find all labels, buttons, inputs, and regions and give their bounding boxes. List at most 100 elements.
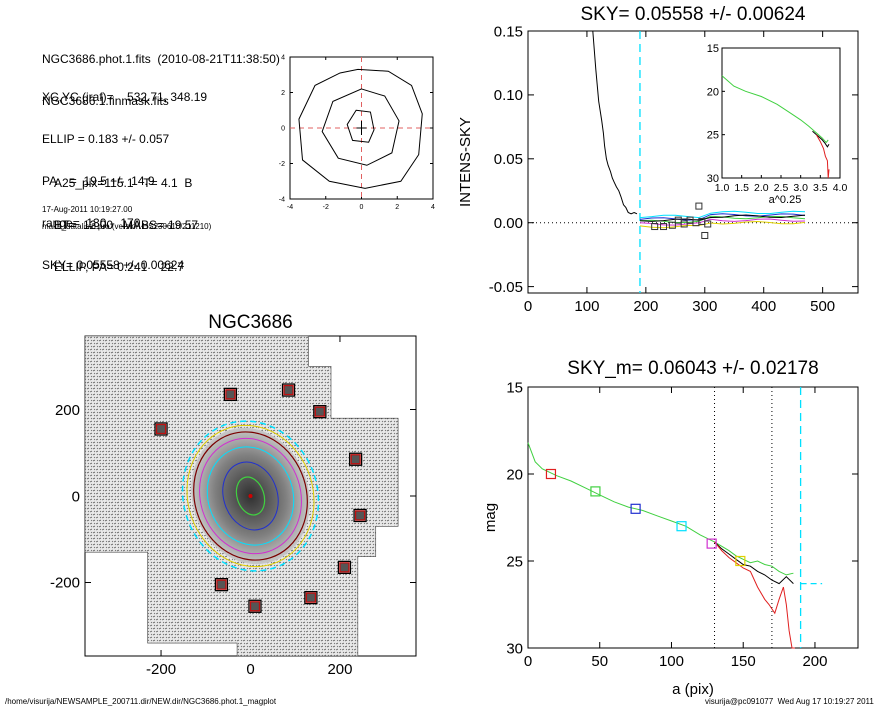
- x-tick-label: 50: [591, 653, 608, 670]
- sky-level-line: [639, 220, 806, 229]
- series-line: [714, 541, 794, 585]
- inset-y-tick-label: 30: [707, 173, 719, 185]
- y-tick-label: -200: [50, 575, 80, 592]
- isophote-ellipse: [206, 446, 295, 546]
- x-tick-label: -4: [287, 204, 293, 211]
- masked-star-inner: [314, 406, 325, 417]
- inset-frame: [721, 47, 841, 179]
- y-tick-label: 0.00: [494, 215, 523, 232]
- x-axis-label: a (pix): [672, 681, 714, 698]
- inset-y-tick-label: 20: [707, 86, 719, 98]
- masked-star-inner: [305, 592, 317, 603]
- header-lines2: XC,YC (iraf)= 532.71, 348.19 ELLIP = 0.1…: [42, 62, 207, 286]
- x-tick-label: 300: [692, 298, 717, 315]
- header-line: XC,YC (iraf)= 532.71, 348.19: [42, 90, 208, 104]
- x-tick-label: 200: [802, 653, 827, 670]
- y-tick-label: -4: [279, 196, 285, 203]
- y-axis-label: mag: [482, 503, 499, 532]
- sky-level-line: [639, 210, 806, 219]
- masked-star-inner: [216, 579, 227, 590]
- series-line: [714, 541, 795, 649]
- y-tick-label: 0: [72, 488, 80, 505]
- sky-level-line: [639, 213, 806, 221]
- x-tick-label: 400: [751, 298, 776, 315]
- masked-star-inner: [283, 384, 294, 396]
- header-line: PA = 19.5 +/- 14.9: [42, 174, 155, 188]
- x-tick-label: 0: [524, 653, 532, 670]
- sky-square: [701, 231, 709, 239]
- series-line: [527, 442, 794, 576]
- sky-level-line: [639, 218, 806, 226]
- y-tick-label: 0.10: [494, 87, 523, 104]
- y-tick-label: 0.15: [494, 23, 523, 40]
- inset-x-tick-label: 4.0: [833, 182, 848, 194]
- header-lines1: NGC3686.phot.1.fits (2010-08-21T11:38:50…: [42, 24, 280, 122]
- isophote-ellipse: [222, 461, 279, 531]
- profile-square: [590, 486, 601, 497]
- chart-title: SKY_m= 0.06043 +/- 0.02178: [567, 358, 818, 379]
- profile-square: [676, 521, 687, 532]
- series-line: [592, 30, 638, 215]
- masked-star-inner: [249, 601, 261, 612]
- y-tick-label: 20: [506, 466, 523, 483]
- masked-star-inner: [155, 423, 167, 435]
- masked-star-inner: [339, 562, 350, 573]
- footer-user: visurija@pc091077 Wed Aug 17 10:19:27 20…: [705, 697, 874, 706]
- chart-title: SKY= 0.05558 +/- 0.00624: [580, 4, 805, 25]
- sky-level-line: [639, 214, 806, 222]
- x-tick-label: 2: [395, 204, 399, 211]
- plot-frame: [527, 30, 859, 294]
- contour-mid: [321, 88, 400, 166]
- header-program: make_datalist0.pro (version HS230610/211…: [42, 222, 212, 231]
- header-line: ELLIP, PA= 0.241 22.7: [54, 260, 184, 274]
- contour-outer: [298, 68, 423, 189]
- footer-path: /home/visurija/NEWSAMPLE_200711.dir/NEW.…: [5, 697, 277, 706]
- header-line: A25_pix=115.1 T= 4.1 B: [54, 176, 193, 190]
- inset-line: [815, 134, 830, 179]
- x-tick-label: 4: [431, 204, 435, 211]
- x-tick-label: 0: [524, 298, 532, 315]
- isophote-ellipse: [235, 476, 266, 516]
- sky-square: [674, 216, 682, 224]
- inset-x-tick-label: 3.0: [793, 182, 808, 194]
- y-tick-label: -2: [279, 161, 285, 168]
- header-lines3: A25_pix=115.1 T= 4.1 B BT= 12.00 MABS=-1…: [54, 148, 198, 288]
- inset-y-tick-label: 25: [707, 130, 719, 142]
- isophote-ellipse: [199, 437, 302, 555]
- inset-x-tick-label: 2.5: [774, 182, 789, 194]
- inset-x-tick-label: 2.0: [754, 182, 769, 194]
- profile-square: [706, 538, 717, 549]
- y-tick-label: 15: [506, 379, 523, 396]
- y-tick-label: -0.05: [489, 279, 523, 296]
- inset-x-tick-label: 1.0: [715, 182, 730, 194]
- isophote-ellipse: [181, 420, 320, 572]
- profile-square: [630, 503, 641, 514]
- x-tick-label: -200: [146, 661, 176, 678]
- x-tick-label: 0: [246, 661, 254, 678]
- header-line: BT= 12.00 MABS=-19.57: [54, 218, 199, 232]
- masked-star-inner: [225, 389, 236, 400]
- sky-square: [651, 223, 659, 231]
- inset-x-tick-label: 1.5: [734, 182, 749, 194]
- inset-x-label: a^0.25: [769, 194, 802, 206]
- galaxy-center: [248, 494, 253, 498]
- y-tick-label: 200: [55, 402, 80, 419]
- x-tick-label: 0: [360, 204, 364, 211]
- masked-star-inner: [350, 454, 361, 465]
- header-line: SKY= 0.05558 +/- 0.00624: [42, 258, 185, 272]
- y-tick-label: 4: [281, 54, 285, 61]
- x-tick-label: -2: [323, 204, 329, 211]
- sky-square: [704, 220, 712, 228]
- isophote-ellipse: [186, 424, 315, 568]
- profile-square: [735, 555, 746, 567]
- header-date: 17-Aug-2011 10:19:27.00: [42, 205, 133, 214]
- masked-star-inner: [354, 510, 366, 521]
- x-tick-label: 100: [574, 298, 599, 315]
- isophote-ellipse: [193, 431, 308, 561]
- x-tick-label: 200: [327, 661, 352, 678]
- inset-y-tick-label: 15: [707, 43, 719, 55]
- plot-frame: [527, 386, 859, 649]
